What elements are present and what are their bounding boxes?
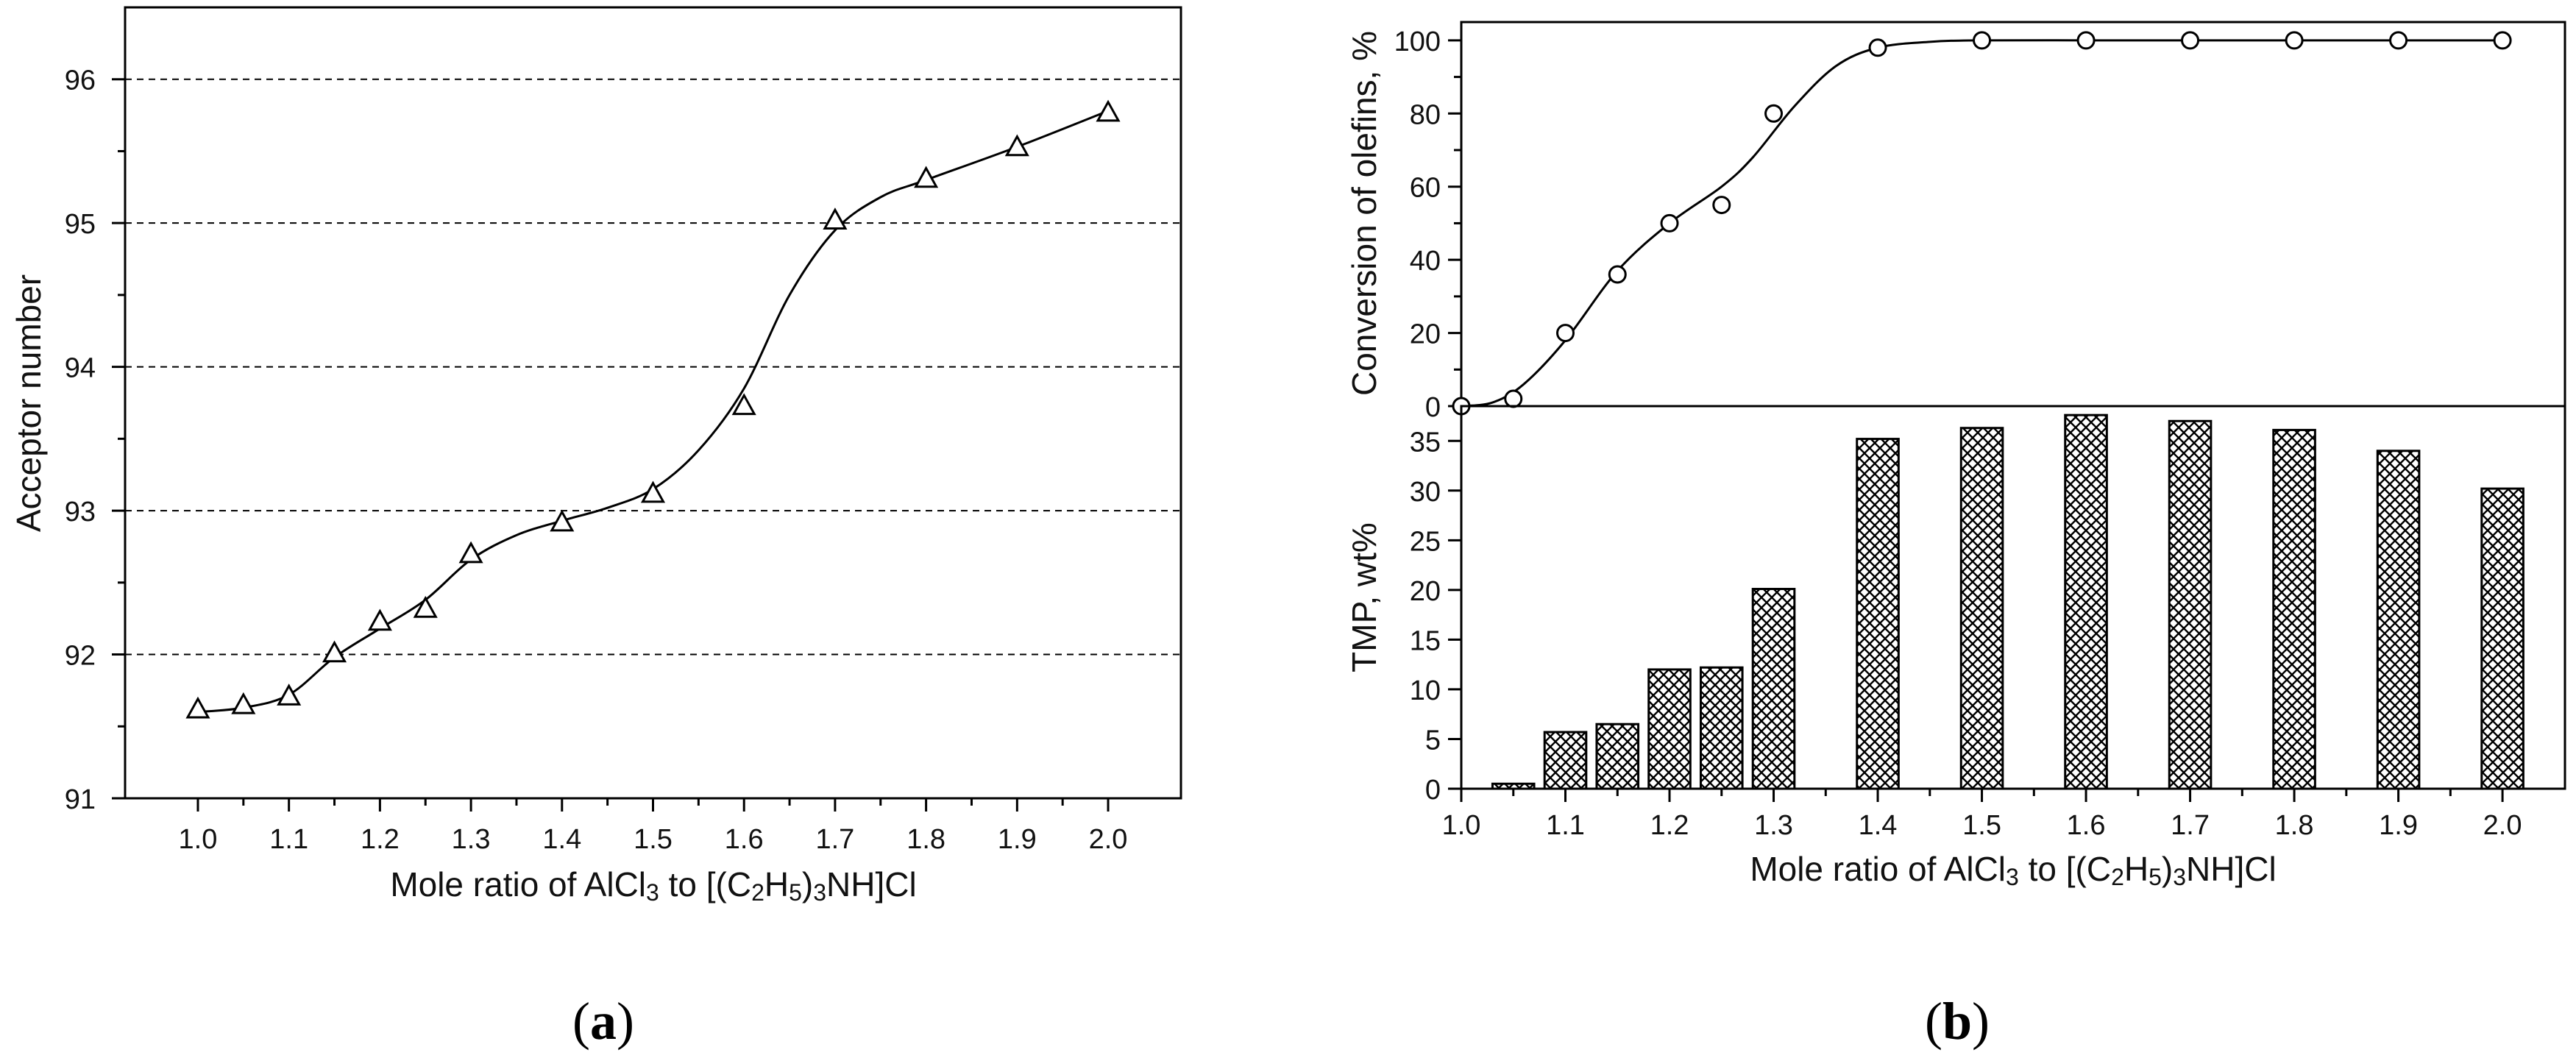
- chart-b-top-y-tick-label: 0: [1425, 392, 1441, 423]
- chart-a-data-point: [914, 166, 939, 188]
- chart-b-bar: [2480, 487, 2524, 790]
- chart-b-x-tick-label: 1.9: [2379, 810, 2418, 841]
- chart-b-bar: [2272, 428, 2316, 790]
- chart-a-y-axis-title: Acceptor number: [10, 274, 48, 532]
- chart-b-x-tick-label: 2.0: [2483, 810, 2522, 841]
- chart-b-top-data-point: [2389, 31, 2408, 50]
- chart-b-top-data-point: [1973, 31, 1992, 50]
- chart-a-data-point: [185, 696, 210, 719]
- chart-a-y-tick-label: 92: [65, 641, 96, 672]
- chart-b-bar: [1647, 668, 1692, 790]
- chart-b-top-data-point: [1660, 213, 1679, 232]
- chart-b-bar: [1751, 588, 1796, 790]
- chart-b-bar: [1856, 438, 1900, 790]
- chart-b-x-tick-label: 1.7: [2171, 810, 2210, 841]
- chart-a-data-point: [640, 480, 666, 503]
- chart-b-bar: [1543, 731, 1588, 790]
- chart-b-top-y-tick-label: 20: [1410, 319, 1441, 350]
- chart-b-bar: [2064, 413, 2108, 790]
- chart-a-data-point: [731, 393, 756, 416]
- chart-a-data-point: [231, 692, 256, 714]
- chart-b-x-tick-label: 1.6: [2067, 810, 2106, 841]
- chart-a-data-point: [367, 608, 392, 631]
- chart-b-top-y-tick-label: 80: [1410, 99, 1441, 130]
- chart-b-bar: [1491, 782, 1536, 790]
- chart-b-bottom-y-tick-label: 35: [1410, 427, 1441, 458]
- chart-a-data-point: [1096, 99, 1121, 122]
- chart-a-x-tick-label: 1.7: [815, 824, 854, 855]
- chart-b-conversion: 0 20 40 60 80 100 Conversion of olefins, %: [1345, 21, 2566, 423]
- chart-b-top-data-point: [2181, 31, 2200, 50]
- chart-a-data-point: [550, 509, 575, 532]
- chart-a-y-tick-label: 95: [65, 209, 96, 240]
- chart-b-top-data-point: [2076, 31, 2096, 50]
- chart-b-x-tick-label: 1.5: [1962, 810, 2001, 841]
- chart-a-data-point: [277, 684, 302, 706]
- chart-a-data-point: [322, 640, 347, 663]
- chart-b-bottom-y-tick-label: 10: [1410, 675, 1441, 706]
- chart-a-data-point: [413, 595, 438, 618]
- chart-b-bottom-plot-frame: [1460, 405, 2566, 790]
- chart-b-bar: [1595, 723, 1640, 790]
- chart-b-top-data-point: [1868, 38, 1887, 57]
- chart-a-y-tick-label: 96: [65, 65, 96, 96]
- chart-a-x-tick-label: 1.1: [269, 824, 308, 855]
- chart-a-x-axis-title: Mole ratio of AlCl3 to [(C2H5)3NH]Cl: [390, 865, 916, 906]
- chart-a-y-tick-label: 93: [65, 497, 96, 528]
- panel-a-label: (a): [572, 992, 634, 1051]
- chart-b-top-data-point: [1556, 324, 1575, 343]
- chart-b-top-data-point: [2493, 31, 2512, 50]
- chart-b-top-y-tick-label: 60: [1410, 173, 1441, 204]
- chart-b-bottom-y-tick-label: 15: [1410, 625, 1441, 656]
- chart-b-top-data-point: [2285, 31, 2304, 50]
- chart-a-y-tick-label: 94: [65, 353, 96, 384]
- chart-b-top-y-axis-title: Conversion of olefins, %: [1345, 31, 1383, 396]
- chart-b-x-tick-label: 1.1: [1546, 810, 1585, 841]
- chart-b-tmp-bars: 1.0 1.1 1.2 1.3 1.4 1.5 1.6 1.7 1.8 1.9 2.0 0 5 10 15 2…: [1345, 405, 2566, 1051]
- chart-b-bottom-y-tick-label: 25: [1410, 526, 1441, 557]
- chart-b-top-y-tick-label: 40: [1410, 246, 1441, 277]
- chart-b-top-data-point: [1764, 104, 1784, 123]
- chart-b-bar: [2376, 450, 2421, 790]
- chart-b-x-tick-label: 1.4: [1859, 810, 1898, 841]
- chart-b-bottom-y-tick-label: 0: [1425, 775, 1441, 806]
- chart-b-top-fit-curve: [1461, 39, 2503, 408]
- chart-b-top-y-tick-label: 100: [1394, 26, 1441, 57]
- chart-a-x-tick-label: 1.9: [998, 824, 1037, 855]
- chart-b-bar: [2168, 419, 2213, 790]
- chart-b-bottom-y-tick-label: 5: [1425, 725, 1441, 756]
- panel-b-label: (b): [1925, 992, 1990, 1051]
- chart-a-fit-curve: [197, 110, 1109, 714]
- chart-b-bar: [1959, 427, 2004, 790]
- chart-a-x-tick-label: 1.5: [634, 824, 673, 855]
- chart-a-x-tick-label: 1.2: [361, 824, 400, 855]
- chart-a-x-tick-label: 1.4: [542, 824, 581, 855]
- chart-b-top-data-point: [1712, 196, 1731, 215]
- chart-b-bottom-y-tick-label: 20: [1410, 576, 1441, 607]
- chart-b-top-data-point: [1608, 265, 1627, 284]
- chart-a-acceptor-number: 1.0 1.1 1.2 1.3 1.4 1.5 1.6 1.7 1.8 1.9 2.0 91 92 93 9…: [10, 6, 1182, 1051]
- chart-b-top-data-point: [1504, 389, 1523, 408]
- chart-a-x-tick-label: 1.8: [906, 824, 945, 855]
- chart-a-data-point: [1004, 134, 1029, 157]
- chart-b-bar: [1699, 666, 1744, 790]
- chart-b-x-tick-label: 1.0: [1442, 810, 1481, 841]
- chart-b-x-axis-title: Mole ratio of AlCl3 to [(C2H5)3NH]Cl: [1750, 850, 2276, 890]
- chart-a-data-point: [823, 207, 848, 230]
- chart-a-x-tick-label: 1.3: [452, 824, 491, 855]
- chart-a-y-tick-label: 91: [65, 784, 96, 815]
- chart-b-x-tick-label: 1.8: [2275, 810, 2314, 841]
- chart-b-top-plot-frame: [1460, 21, 2566, 408]
- chart-a-data-point: [458, 541, 483, 564]
- chart-a-x-tick-label: 1.6: [725, 824, 764, 855]
- chart-b-x-tick-label: 1.2: [1650, 810, 1689, 841]
- chart-a-x-tick-label: 1.0: [179, 824, 218, 855]
- chart-b-bottom-y-tick-label: 30: [1410, 477, 1441, 508]
- chart-a-plot-frame: [124, 6, 1182, 800]
- chart-a-x-tick-label: 2.0: [1089, 824, 1128, 855]
- chart-b-x-tick-label: 1.3: [1754, 810, 1793, 841]
- chart-b-bottom-y-axis-title: TMP, wt%: [1345, 522, 1383, 672]
